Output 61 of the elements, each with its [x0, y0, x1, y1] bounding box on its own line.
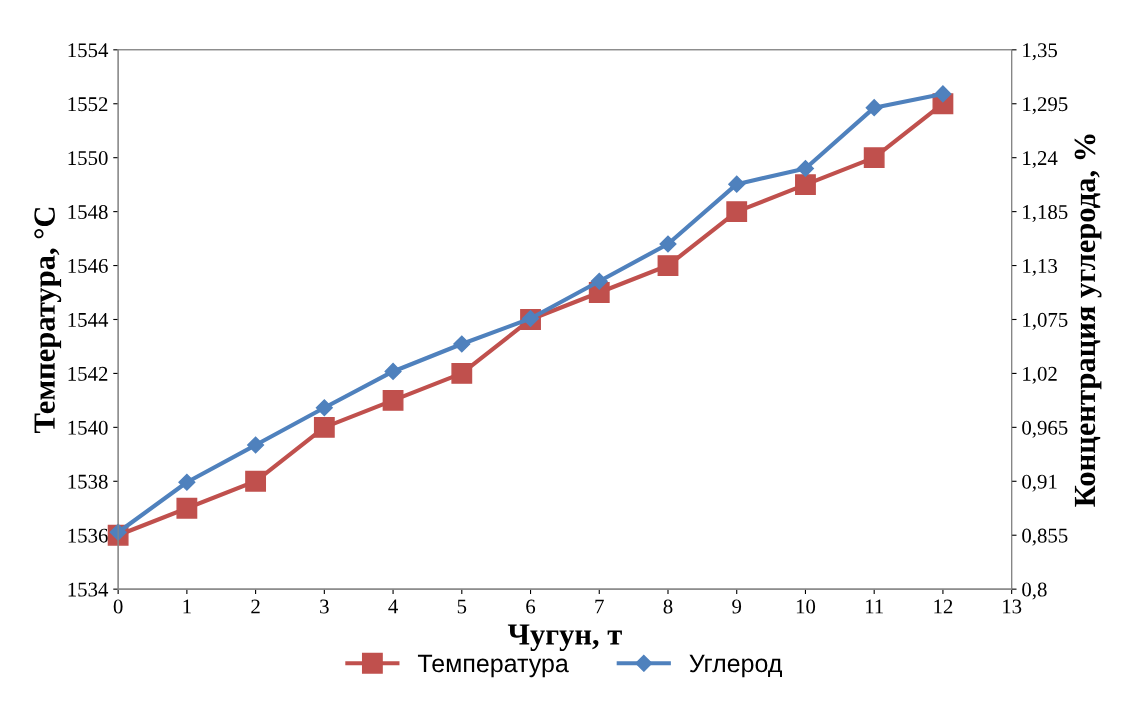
- y-tick-label: 1554: [68, 43, 109, 58]
- y-tick-label: 1548: [68, 204, 108, 220]
- point: [245, 470, 267, 492]
- point: [795, 174, 816, 196]
- x-tick-label: 8: [663, 599, 673, 614]
- x-tick-label: 9: [732, 599, 742, 614]
- point: [728, 175, 746, 193]
- point: [934, 85, 952, 103]
- point: [382, 389, 404, 411]
- x-tick-label: 1: [183, 599, 191, 614]
- point: [865, 99, 883, 117]
- y2-tick-label: 1,185: [1023, 204, 1068, 223]
- y2-tick-label: 0,855: [1022, 528, 1068, 546]
- point: [384, 362, 402, 381]
- x-tick-label: 10: [796, 599, 816, 614]
- point: [313, 416, 335, 438]
- x-tick-label: 0: [113, 599, 123, 614]
- y-tick-label: 1536: [68, 528, 108, 543]
- x-tick-label: 12: [934, 599, 953, 614]
- point: [315, 399, 333, 417]
- y-tick-label: 1540: [68, 420, 108, 435]
- point: [657, 255, 679, 276]
- point: [247, 436, 265, 454]
- x-tick-label: 7: [595, 599, 604, 614]
- point: [178, 473, 196, 491]
- x-tick-label: 3: [320, 599, 329, 614]
- y2-tick-label: 1,13: [1023, 258, 1058, 276]
- y2-tick-label: 1,02: [1023, 366, 1057, 384]
- legend-label: Температура: [417, 654, 569, 678]
- y-tick-label: 1534: [68, 582, 109, 597]
- y2-tick-label: 0,8: [1022, 582, 1047, 600]
- y-tick-label: 1546: [68, 258, 108, 273]
- x-tick-label: 5: [457, 599, 467, 614]
- y-tick-label: 1552: [68, 97, 108, 112]
- y-axis-title: Температура, °С: [34, 207, 62, 433]
- x-tick-label: 2: [251, 599, 260, 614]
- point: [453, 335, 471, 353]
- y-tick-label: 1538: [68, 474, 108, 489]
- y2-tick-label: 1,35: [1023, 43, 1058, 61]
- point: [863, 147, 885, 169]
- y2-tick-label: 1,295: [1023, 97, 1068, 115]
- y2-tick-label: 0,965: [1022, 420, 1068, 438]
- legend-label: Углерод: [689, 654, 782, 678]
- point: [796, 159, 815, 178]
- point: [451, 363, 473, 384]
- y-tick-label: 1544: [68, 312, 109, 327]
- x-tick-label: 13: [1003, 599, 1022, 614]
- x-axis-title: Чугун, т: [507, 624, 622, 652]
- y2-tick-label: 1,075: [1023, 312, 1068, 330]
- y-tick-label: 1542: [68, 366, 108, 381]
- point: [659, 235, 677, 253]
- point: [176, 497, 198, 519]
- x-tick-label: 6: [526, 599, 536, 614]
- y-tick-label: 1550: [68, 151, 108, 166]
- y2-tick-label: 1,24: [1023, 151, 1058, 169]
- y2-tick-label: 0,91: [1022, 474, 1057, 492]
- point: [726, 201, 748, 223]
- x-tick-label: 4: [388, 599, 398, 614]
- point: [590, 272, 608, 290]
- x-tick-label: 11: [866, 599, 883, 614]
- y2-axis-title: Концентрация углерода, %: [1074, 134, 1102, 507]
